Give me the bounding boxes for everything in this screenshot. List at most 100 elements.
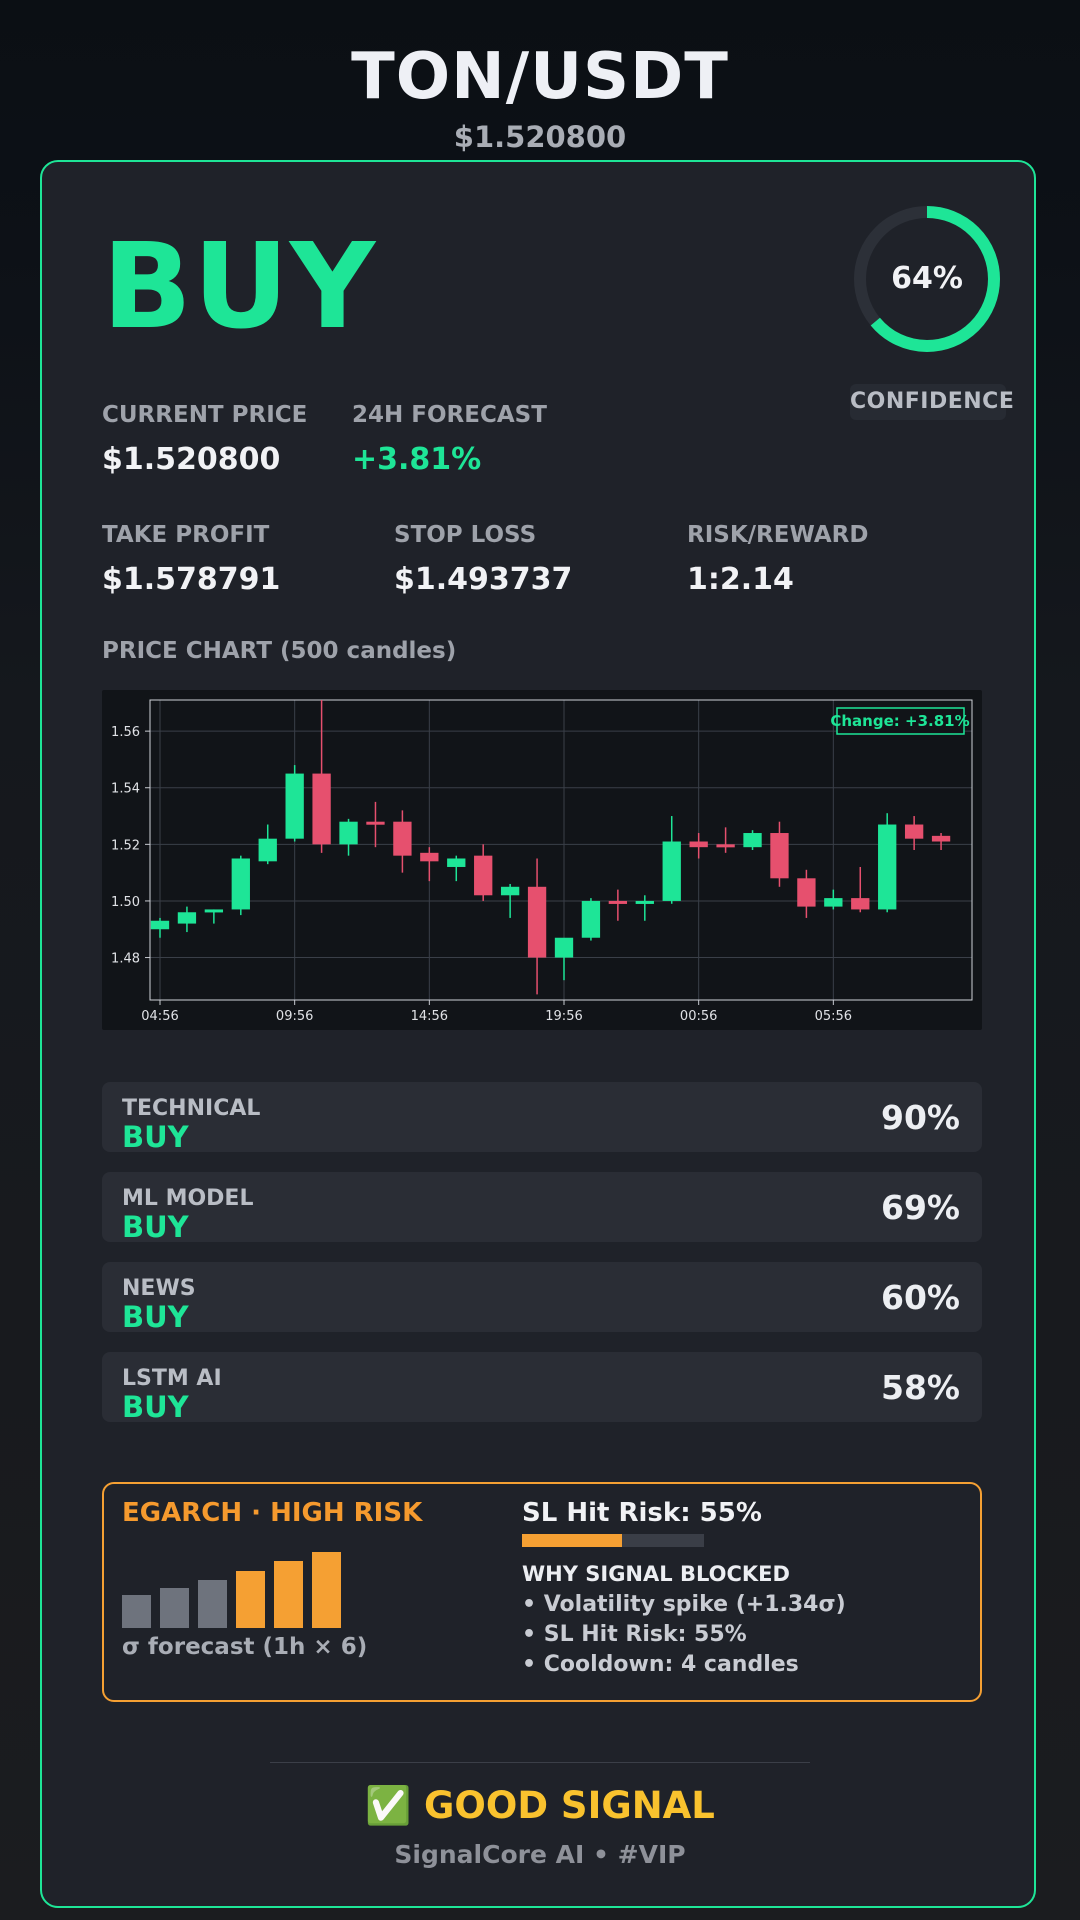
candle-body bbox=[931, 835, 951, 842]
candle-body bbox=[635, 900, 654, 904]
vote-card-technical: TECHNICAL BUY 90% bbox=[102, 1082, 982, 1154]
change-annotation: Change: +3.81% bbox=[830, 712, 969, 730]
sigma-bar bbox=[274, 1561, 303, 1628]
risk-panel: EGARCH · HIGH RISK σ forecast (1h × 6) S… bbox=[102, 1482, 982, 1702]
stop-loss-label: STOP LOSS bbox=[394, 522, 537, 548]
candle-body bbox=[285, 773, 304, 839]
chart-x-tick-label: 14:56 bbox=[411, 1009, 448, 1024]
risk-title: EGARCH · HIGH RISK bbox=[122, 1498, 423, 1528]
risk-reward-label: RISK/REWARD bbox=[687, 522, 869, 548]
vote-card-news: NEWS BUY 60% bbox=[102, 1262, 982, 1334]
why-blocked-item: • Volatility spike (+1.34σ) bbox=[522, 1592, 846, 1617]
vote-name: NEWS bbox=[122, 1276, 196, 1301]
candle-body bbox=[581, 900, 601, 938]
chart-y-tick-label: 1.48 bbox=[111, 952, 140, 967]
vote-signal: BUY bbox=[122, 1390, 189, 1424]
chart-y-tick-label: 1.56 bbox=[111, 725, 140, 740]
sigma-bar bbox=[236, 1571, 265, 1628]
candle-body bbox=[339, 821, 358, 845]
candle-body bbox=[500, 886, 520, 896]
chart-x-tick-label: 04:56 bbox=[141, 1009, 178, 1024]
sigma-forecast-bars bbox=[122, 1552, 342, 1628]
vote-signal: BUY bbox=[122, 1300, 189, 1334]
candle-body bbox=[824, 898, 843, 907]
brand-footer: SignalCore AI • #VIP bbox=[394, 1840, 686, 1869]
sigma-caption: σ forecast (1h × 6) bbox=[122, 1634, 368, 1660]
current-price-label: CURRENT PRICE bbox=[102, 402, 308, 428]
candle-body bbox=[312, 773, 331, 845]
sl-hit-risk-fill bbox=[522, 1534, 623, 1547]
risk-reward-value: 1:2.14 bbox=[687, 562, 794, 597]
sigma-bar bbox=[122, 1594, 151, 1628]
vote-percent: 60% bbox=[881, 1278, 960, 1317]
sigma-bar bbox=[312, 1552, 341, 1628]
chart-y-tick-label: 1.52 bbox=[111, 838, 140, 853]
candle-body bbox=[662, 841, 681, 901]
price-chart: 1.48 1.50 1.52 1.54 1.56 04:56 09:56 14:56 19:56… bbox=[102, 690, 982, 1030]
forecast-label: 24H FORECAST bbox=[352, 402, 547, 428]
why-blocked-item: • Cooldown: 4 candles bbox=[522, 1652, 799, 1677]
why-blocked-title: WHY SIGNAL BLOCKED bbox=[522, 1562, 790, 1586]
vote-percent: 58% bbox=[881, 1368, 960, 1407]
candle-body bbox=[447, 858, 466, 867]
sigma-bar bbox=[160, 1588, 189, 1628]
candle-body bbox=[204, 909, 224, 913]
chart-frame bbox=[149, 699, 973, 1001]
confidence-ring: 64% bbox=[852, 204, 1002, 354]
price-chart-svg: 1.48 1.50 1.52 1.54 1.56 04:56 09:56 14:56 19:56… bbox=[111, 699, 973, 1024]
vote-percent: 69% bbox=[881, 1188, 960, 1227]
chart-y-tick-label: 1.54 bbox=[111, 782, 140, 797]
sigma-bar bbox=[198, 1580, 227, 1628]
confidence-label: CONFIDENCE bbox=[850, 384, 1014, 420]
candle-body bbox=[231, 858, 250, 910]
stop-loss-value: $1.493737 bbox=[394, 562, 573, 597]
vote-card-ml-model: ML MODEL BUY 69% bbox=[102, 1172, 982, 1244]
confidence-value: 64% bbox=[891, 261, 963, 296]
candle-body bbox=[716, 844, 735, 848]
sl-hit-risk-bar bbox=[522, 1534, 704, 1547]
sl-hit-risk: SL Hit Risk: 55% bbox=[522, 1498, 762, 1528]
forecast-value: +3.81% bbox=[352, 442, 482, 477]
pair-title: TON/USDT bbox=[351, 40, 729, 114]
candle-body bbox=[689, 841, 708, 848]
pair-price: $1.520800 bbox=[453, 120, 627, 154]
candle-body bbox=[527, 886, 547, 958]
chart-y-tick-label: 1.50 bbox=[111, 895, 140, 910]
vote-signal: BUY bbox=[122, 1120, 189, 1154]
vote-name: TECHNICAL bbox=[122, 1096, 261, 1121]
candle-body bbox=[366, 821, 385, 825]
signal-rating: ✅ GOOD SIGNAL bbox=[365, 1784, 715, 1827]
change-annotation-box bbox=[836, 707, 965, 735]
candle-body bbox=[608, 900, 628, 904]
candle-body bbox=[150, 920, 170, 930]
chart-title: PRICE CHART (500 candles) bbox=[102, 638, 457, 664]
candle-body bbox=[474, 855, 493, 896]
candle-body bbox=[904, 824, 924, 839]
candle-body bbox=[177, 912, 197, 924]
candle-body bbox=[878, 824, 897, 910]
vote-percent: 90% bbox=[881, 1098, 960, 1137]
candle-body bbox=[770, 833, 789, 879]
take-profit-label: TAKE PROFIT bbox=[102, 522, 270, 548]
signal-card: BUY 64% CONFIDENCE CURRENT PRICE $1.5208… bbox=[40, 160, 1036, 1908]
chart-x-tick-label: 00:56 bbox=[680, 1009, 717, 1024]
candle-body bbox=[420, 852, 439, 862]
current-price-value: $1.520800 bbox=[102, 442, 281, 477]
vote-card-lstm-ai: LSTM AI BUY 58% bbox=[102, 1352, 982, 1424]
confidence-ring-graphic bbox=[854, 206, 1000, 352]
signal-label: BUY bbox=[102, 217, 377, 355]
candle-body bbox=[851, 898, 870, 910]
chart-x-tick-label: 09:56 bbox=[276, 1009, 313, 1024]
vote-name: LSTM AI bbox=[122, 1366, 222, 1391]
candle-body bbox=[393, 821, 412, 856]
chart-x-tick-label: 05:56 bbox=[815, 1009, 852, 1024]
candle-body bbox=[258, 838, 277, 862]
why-blocked-item: • SL Hit Risk: 55% bbox=[522, 1622, 747, 1647]
candle-body bbox=[743, 833, 762, 848]
vote-signal: BUY bbox=[122, 1210, 189, 1244]
footer-divider bbox=[270, 1762, 810, 1763]
candle-body bbox=[797, 878, 816, 907]
vote-name: ML MODEL bbox=[122, 1186, 254, 1211]
candle-body bbox=[554, 937, 574, 958]
chart-x-tick-label: 19:56 bbox=[545, 1009, 582, 1024]
